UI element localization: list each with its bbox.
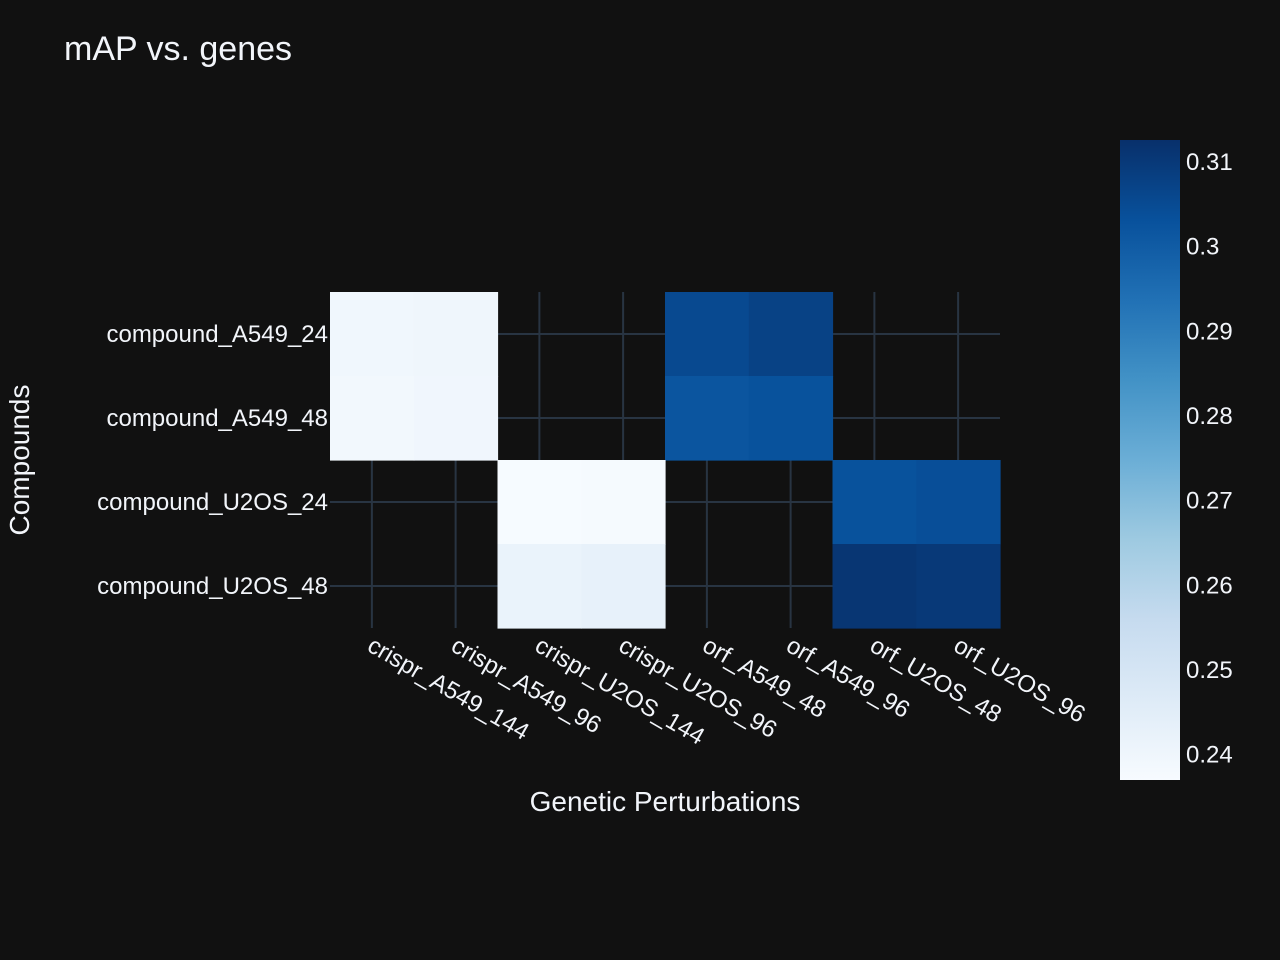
heatmap-cell (832, 460, 917, 545)
colorbar-tick-label: 0.25 (1186, 657, 1233, 684)
colorbar-tick-label: 0.26 (1186, 572, 1233, 599)
heatmap-cell (497, 544, 582, 629)
x-axis-label: Genetic Perturbations (530, 786, 801, 817)
heatmap-cell (581, 544, 666, 629)
colorbar-tick-label: 0.29 (1186, 318, 1233, 345)
heatmap-cell (916, 544, 1001, 629)
colorbar-tick-label: 0.28 (1186, 403, 1233, 430)
heatmap-cell (413, 292, 499, 377)
heatmap-cell (665, 376, 750, 461)
colorbar-tick-label: 0.27 (1186, 488, 1233, 515)
colorbar-tick-label: 0.3 (1186, 234, 1219, 261)
x-tick-labels: crispr_A549_144crispr_A549_96crispr_U2OS… (363, 632, 1090, 751)
heatmap-cell (413, 376, 499, 461)
heatmap-cell (665, 292, 750, 377)
y-tick-label: compound_A549_48 (106, 405, 328, 432)
heatmap-cell (330, 376, 415, 461)
y-tick-labels: compound_A549_24 compound_A549_48 compound… (97, 321, 328, 600)
colorbar (1120, 140, 1180, 780)
y-tick-label: compound_U2OS_24 (97, 489, 328, 516)
heatmap-cell (330, 292, 415, 377)
heatmap-cell (832, 544, 917, 629)
y-axis-label: Compounds (4, 385, 35, 536)
heatmap-cells (330, 292, 1001, 629)
colorbar-tick-label: 0.31 (1186, 149, 1233, 176)
colorbar-tick-labels: 0.24 0.25 0.26 0.27 0.28 0.29 0.3 0.31 (1186, 149, 1233, 769)
y-tick-label: compound_A549_24 (106, 321, 328, 348)
y-tick-label: compound_U2OS_48 (97, 573, 328, 600)
heatmap-cell (581, 460, 666, 545)
heatmap-cell (497, 460, 582, 545)
chart-title: mAP vs. genes (64, 30, 292, 68)
heatmap-cell (748, 376, 834, 461)
colorbar-tick-label: 0.24 (1186, 742, 1233, 769)
heatmap-cell (916, 460, 1001, 545)
heatmap-cell (748, 292, 834, 377)
